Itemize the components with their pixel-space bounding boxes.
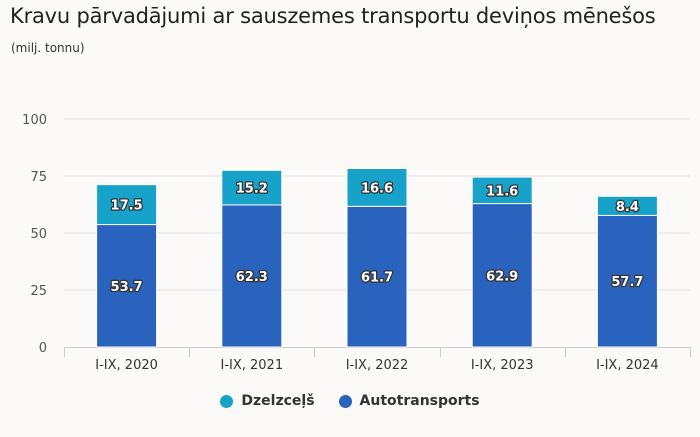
legend-item-dzelzcels[interactable]: Dzelzceļš [220, 393, 315, 409]
y-tick-label: 50 [30, 227, 47, 242]
x-tick-label: I-IX, 2023 [471, 358, 534, 373]
data-label: 61.7 [361, 271, 393, 286]
y-tick-label: 100 [22, 113, 47, 128]
legend-label: Dzelzceļš [241, 393, 315, 409]
legend: Dzelzceļš Autotransports [0, 393, 700, 409]
data-label: 8.4 [616, 200, 639, 215]
chart-subtitle: (milj. tonnu) [11, 41, 85, 55]
bar-autotransports [471, 203, 533, 348]
bar-autotransports [596, 214, 658, 348]
y-tick-label: 0 [39, 341, 47, 356]
bar-dzelzceļš [471, 176, 533, 205]
data-label: 53.7 [111, 280, 143, 295]
bar-autotransports [96, 224, 158, 348]
x-tick-label: I-IX, 2024 [596, 358, 659, 373]
bar-dzelzceļš [221, 169, 283, 206]
bar-autotransports [346, 205, 408, 348]
data-label: 62.3 [236, 270, 268, 285]
bar-dzelzceļš [346, 167, 408, 207]
data-label: 57.7 [611, 275, 643, 290]
legend-swatch-icon [338, 394, 352, 408]
legend-item-autotransports[interactable]: Autotransports [338, 393, 480, 409]
legend-label: Autotransports [359, 393, 480, 409]
y-tick-label: 25 [30, 284, 47, 299]
data-label: 16.6 [361, 181, 393, 196]
data-labels: 53.7 17.5 62.3 15.2 61.7 16.6 62.9 11.6 57.7 8.4 [109, 180, 644, 296]
data-label: 62.9 [486, 269, 518, 284]
data-label: 17.5 [111, 199, 143, 214]
x-tick-label: I-IX, 2022 [346, 358, 409, 373]
y-axis: 0 25 50 75 100 [22, 113, 47, 356]
bar-dzelzceļš [596, 195, 658, 216]
x-tick-label: I-IX, 2020 [95, 358, 158, 373]
data-label: 15.2 [236, 182, 268, 197]
legend-swatch-icon [220, 394, 234, 408]
bar-autotransports [221, 204, 283, 348]
bar-dzelzceļš [96, 184, 158, 226]
bars [96, 167, 658, 348]
x-tick-label: I-IX, 2021 [220, 358, 283, 373]
y-tick-label: 75 [30, 170, 47, 185]
data-label: 11.6 [486, 184, 518, 199]
x-axis: I-IX, 2020 I-IX, 2021 I-IX, 2022 I-IX, 2023… [64, 347, 691, 373]
chart-title: Kravu pārvadājumi ar sauszemes transport… [10, 4, 656, 28]
